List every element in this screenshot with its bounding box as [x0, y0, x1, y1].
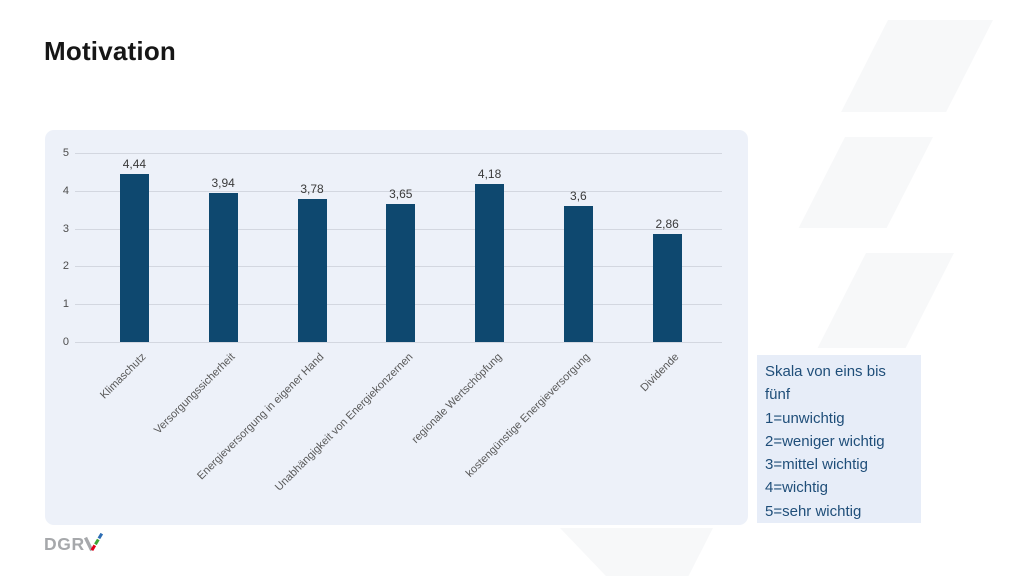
bar: [563, 205, 593, 342]
scale-legend-line: 1=unwichtig: [765, 409, 845, 427]
scale-legend-title: Skala von eins bis fünf: [765, 363, 886, 404]
y-gridline: [75, 342, 722, 343]
bar: [652, 233, 682, 342]
y-tick-label: 4: [62, 184, 69, 197]
scale-legend-line: 5=sehr wichtig: [765, 502, 862, 520]
category-label: Dividende: [638, 351, 682, 395]
bar: [297, 199, 327, 342]
bar-value-label: 3,6: [570, 188, 587, 203]
scale-legend-line: 2=weniger wichtig: [765, 432, 885, 450]
scale-legend-line: 3=mittel wichtig: [765, 456, 868, 474]
dgrv-logo-graphic: DGR: [44, 532, 104, 554]
category-label: Versorgungssicherheit: [152, 351, 238, 437]
y-tick-label: 3: [62, 222, 69, 235]
category-label: Unabhängigkeit von Energiekonzernen: [272, 351, 416, 494]
scale-legend-line: 4=wichtig: [765, 479, 828, 497]
category-label: Energieversorgung in eigener Hand: [195, 351, 327, 483]
background-chevron: [560, 528, 713, 576]
bar: [475, 183, 505, 342]
category-label: kostengünstige Energieversorgung: [464, 351, 593, 480]
bar-value-label: 3,65: [389, 187, 413, 202]
scale-legend: Skala von eins bis fünf 1=unwichtig 2=wen…: [757, 355, 921, 523]
bar: [208, 193, 238, 342]
svg-text:DGR: DGR: [44, 534, 85, 554]
category-label: regionale Wertschöpfung: [409, 351, 505, 446]
scale-legend-lines: 1=unwichtig 2=weniger wichtig 3=mittel wic…: [765, 407, 913, 523]
dgrv-logo: DGR: [44, 531, 118, 562]
motivation-bar-chart: 0 1 2 3 4 5 4,44 3,94 3,78 3,65 4,18 3,6 2,86 Klima…: [45, 130, 748, 525]
bar-value-label: 4,44: [122, 157, 147, 172]
bar: [119, 174, 149, 342]
background-stripe: [841, 20, 993, 112]
background-stripe: [817, 253, 954, 348]
bar-value-label: 2,86: [655, 216, 679, 231]
category-label: Klimaschutz: [98, 351, 149, 402]
y-tick-label: 1: [62, 298, 69, 311]
y-gridline: [75, 153, 722, 154]
y-tick-label: 5: [62, 147, 69, 159]
y-gridline: [75, 190, 722, 192]
bar-value-label: 3,78: [300, 182, 324, 197]
page-title: Motivation: [44, 36, 176, 66]
bar-value-label: 4,18: [477, 166, 502, 181]
bar-value-label: 3,94: [211, 176, 235, 191]
background-stripe: [798, 137, 933, 228]
y-tick-label: 0: [62, 336, 69, 348]
bar: [386, 204, 416, 342]
y-tick-label: 2: [62, 260, 69, 273]
